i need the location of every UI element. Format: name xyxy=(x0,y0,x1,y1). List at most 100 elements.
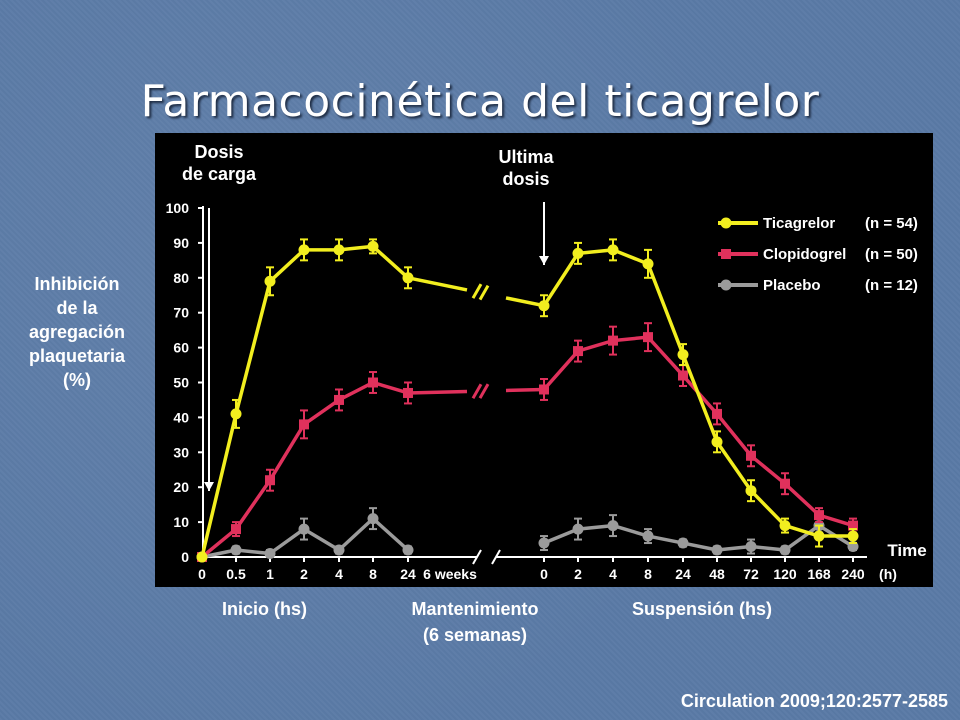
x-tick-label: 0 xyxy=(198,566,206,582)
placebo-data-point xyxy=(607,520,619,532)
x-axis-unit: (h) xyxy=(879,566,897,582)
x-tick-label: 48 xyxy=(709,566,725,582)
x-tick-label: 24 xyxy=(400,566,416,582)
legend-placebo-marker xyxy=(720,279,732,291)
ticagrelor-data-point xyxy=(677,349,689,361)
x-tick-label: 4 xyxy=(609,566,617,582)
y-axis-label: Inhibición de la agregación plaquetaria … xyxy=(6,272,148,392)
last-dose-callout: Ultima dosis xyxy=(471,142,581,202)
ticagrelor-data-point xyxy=(402,272,414,284)
clopidogrel-data-point xyxy=(712,408,722,419)
clopidogrel-data-point xyxy=(265,475,275,486)
y-tick-label: 30 xyxy=(173,444,189,460)
placebo-data-point xyxy=(230,544,242,556)
x-tick-label: 6 weeks xyxy=(423,566,477,582)
placebo-data-point xyxy=(367,513,379,525)
placebo-data-point xyxy=(538,537,550,549)
x-tick-label: 1 xyxy=(266,566,274,582)
x-tick-label: 2 xyxy=(300,566,308,582)
x-axis-title: Time xyxy=(887,541,926,560)
slide-title: Farmacocinética del ticagrelor xyxy=(140,76,820,127)
y-tick-label: 70 xyxy=(173,305,189,321)
placebo-data-point xyxy=(711,544,723,556)
clopidogrel-data-point xyxy=(368,377,378,388)
ticagrelor-data-point xyxy=(779,520,791,532)
x-tick-label: 2 xyxy=(574,566,582,582)
clopidogrel-data-point xyxy=(678,370,688,381)
placebo-series-line xyxy=(543,523,854,552)
clopidogrel-data-point xyxy=(780,478,790,489)
y-axis-label-line-2: de la xyxy=(56,298,98,318)
x-tick-label: 8 xyxy=(644,566,652,582)
clopidogrel-data-point xyxy=(643,332,653,343)
clopidogrel-data-point xyxy=(299,419,309,430)
clopidogrel-series-line xyxy=(407,389,468,395)
clopidogrel-series-line xyxy=(505,387,545,393)
x-tick-label: 4 xyxy=(335,566,343,582)
ticagrelor-data-point xyxy=(264,275,276,287)
clopidogrel-data-point xyxy=(334,394,344,405)
clopidogrel-data-point xyxy=(539,384,549,395)
x-tick-label: 168 xyxy=(807,566,831,582)
clopidogrel-data-point xyxy=(231,524,241,535)
ticagrelor-series-line xyxy=(200,244,410,558)
legend-placebo-n: (n = 12) xyxy=(865,277,918,294)
ticagrelor-data-point xyxy=(333,244,345,256)
legend-ticagrelor-marker xyxy=(720,217,732,229)
y-axis-label-line-1: Inhibición xyxy=(34,274,120,294)
clopidogrel-data-point xyxy=(573,346,583,357)
ticagrelor-break-mark xyxy=(471,283,483,299)
x-axis-break-mark xyxy=(491,549,501,565)
clopidogrel-data-point xyxy=(746,450,756,461)
clopidogrel-data-point xyxy=(848,520,858,531)
x-tick-label: 0.5 xyxy=(226,566,246,582)
placebo-data-point xyxy=(745,541,757,553)
y-tick-label: 10 xyxy=(173,514,189,530)
ticagrelor-data-point xyxy=(607,244,619,256)
clopidogrel-break-mark xyxy=(478,383,490,399)
clopidogrel-data-point xyxy=(814,510,824,521)
x-tick-label: 120 xyxy=(773,566,797,582)
legend-ticagrelor-n: (n = 54) xyxy=(865,215,918,232)
x-caption-withdrawal: Suspensión (hs) xyxy=(632,599,773,619)
ticagrelor-data-point xyxy=(572,247,584,259)
x-tick-label: 24 xyxy=(675,566,691,582)
placebo-data-point xyxy=(779,544,791,556)
loading-dose-line-2: de carga xyxy=(181,164,257,184)
y-tick-label: 80 xyxy=(173,270,189,286)
ticagrelor-data-point xyxy=(230,408,242,420)
placebo-data-point xyxy=(333,544,345,556)
ticagrelor-break-mark xyxy=(478,284,490,301)
legend-clopidogrel-marker xyxy=(721,249,731,259)
y-tick-label: 90 xyxy=(173,235,189,251)
x-axis-break-mark xyxy=(472,549,482,565)
legend-ticagrelor-label: Ticagrelor xyxy=(763,215,835,232)
ticagrelor-data-point xyxy=(298,244,310,256)
last-dose-line-2: dosis xyxy=(502,169,550,189)
y-tick-label: 20 xyxy=(173,479,189,495)
ticagrelor-data-point xyxy=(196,551,208,563)
ticagrelor-data-point xyxy=(745,485,757,497)
placebo-data-point xyxy=(402,544,414,556)
ticagrelor-series-line xyxy=(542,248,853,538)
y-axis-label-line-5: (%) xyxy=(63,370,91,390)
y-tick-label: 100 xyxy=(166,200,190,216)
clopidogrel-series-line xyxy=(542,335,854,528)
ticagrelor-data-point xyxy=(813,530,825,542)
placebo-data-point xyxy=(677,537,689,549)
loading-dose-line-1: Dosis xyxy=(194,142,244,162)
x-tick-label: 8 xyxy=(369,566,377,582)
placebo-data-point xyxy=(572,523,584,535)
placebo-data-point xyxy=(642,530,654,542)
x-tick-label: 0 xyxy=(540,566,548,582)
clopidogrel-data-point xyxy=(608,335,618,346)
x-tick-label: 240 xyxy=(841,566,865,582)
y-axis-label-line-4: plaquetaria xyxy=(28,346,126,366)
placebo-data-point xyxy=(264,548,276,560)
loading-dose-arrow-head xyxy=(204,482,214,491)
y-axis-label-line-3: agregación xyxy=(28,322,126,342)
x-caption-maintenance-line-1: Mantenimiento xyxy=(411,599,539,619)
ticagrelor-data-point xyxy=(847,530,859,542)
y-tick-label: 50 xyxy=(173,375,189,391)
